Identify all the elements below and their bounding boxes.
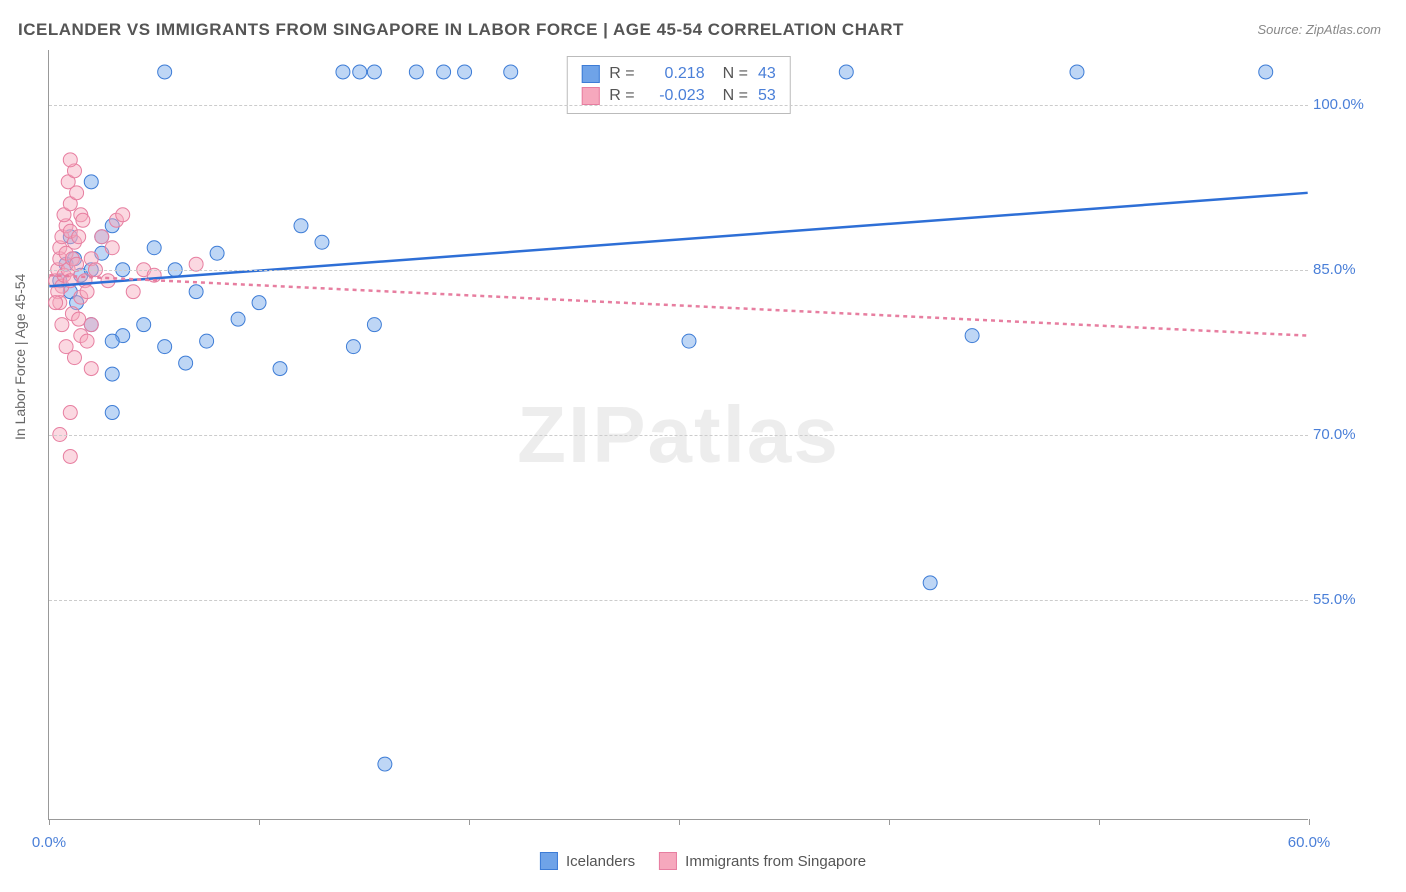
- scatter-point: [179, 356, 193, 370]
- x-tick: [679, 819, 680, 825]
- x-tick: [469, 819, 470, 825]
- scatter-point: [158, 65, 172, 79]
- scatter-point: [84, 318, 98, 332]
- chart-title: ICELANDER VS IMMIGRANTS FROM SINGAPORE I…: [18, 20, 904, 40]
- scatter-point: [231, 312, 245, 326]
- stats-r-label: R =: [609, 65, 634, 83]
- x-tick: [1309, 819, 1310, 825]
- x-tick: [259, 819, 260, 825]
- scatter-point: [95, 230, 109, 244]
- chart-container: ICELANDER VS IMMIGRANTS FROM SINGAPORE I…: [0, 0, 1406, 892]
- stats-row: R = -0.023 N = 53: [581, 85, 775, 107]
- scatter-point: [200, 334, 214, 348]
- scatter-point: [336, 65, 350, 79]
- y-tick-label: 55.0%: [1313, 591, 1393, 608]
- legend-swatch: [540, 852, 558, 870]
- stats-r-value: 0.218: [645, 65, 705, 83]
- scatter-point: [49, 296, 63, 310]
- scatter-point: [210, 246, 224, 260]
- scatter-point: [965, 329, 979, 343]
- scatter-point: [84, 175, 98, 189]
- scatter-point: [189, 285, 203, 299]
- stats-n-value: 43: [758, 65, 776, 83]
- legend-label: Icelanders: [566, 853, 635, 870]
- scatter-point: [147, 241, 161, 255]
- scatter-point: [84, 362, 98, 376]
- legend-item: Immigrants from Singapore: [659, 852, 866, 870]
- scatter-point: [1070, 65, 1084, 79]
- scatter-point: [72, 230, 86, 244]
- y-axis-label: In Labor Force | Age 45-54: [12, 274, 28, 440]
- legend-swatch: [659, 852, 677, 870]
- legend-swatch: [581, 65, 599, 83]
- scatter-point: [158, 340, 172, 354]
- grid-line: [49, 105, 1308, 106]
- legend-bottom: Icelanders Immigrants from Singapore: [540, 852, 866, 870]
- scatter-point: [273, 362, 287, 376]
- scatter-point: [105, 334, 119, 348]
- scatter-point: [682, 334, 696, 348]
- scatter-point: [72, 312, 86, 326]
- plot-area: ZIPatlas R =0.218N =43R =-0.023N =53 55.…: [48, 50, 1308, 820]
- scatter-point: [105, 367, 119, 381]
- scatter-point: [923, 576, 937, 590]
- scatter-point: [294, 219, 308, 233]
- scatter-point: [839, 65, 853, 79]
- scatter-point: [346, 340, 360, 354]
- scatter-point: [67, 351, 81, 365]
- scatter-point: [80, 285, 94, 299]
- legend-swatch: [581, 87, 599, 105]
- legend-item: Icelanders: [540, 852, 635, 870]
- scatter-point: [116, 208, 130, 222]
- scatter-point: [504, 65, 518, 79]
- scatter-point: [315, 235, 329, 249]
- y-tick-label: 70.0%: [1313, 426, 1393, 443]
- x-tick: [889, 819, 890, 825]
- scatter-point: [105, 406, 119, 420]
- stats-n-label: N =: [723, 65, 748, 83]
- x-tick: [1099, 819, 1100, 825]
- scatter-point: [378, 757, 392, 771]
- scatter-point: [137, 318, 151, 332]
- trend-line: [49, 193, 1307, 286]
- source-credit: Source: ZipAtlas.com: [1257, 22, 1381, 37]
- scatter-point: [353, 65, 367, 79]
- scatter-point: [80, 334, 94, 348]
- stats-r-value: -0.023: [645, 87, 705, 105]
- scatter-point: [409, 65, 423, 79]
- stats-r-label: R =: [609, 87, 634, 105]
- scatter-point: [437, 65, 451, 79]
- stats-n-label: N =: [723, 87, 748, 105]
- x-tick: [49, 819, 50, 825]
- scatter-point: [126, 285, 140, 299]
- x-tick-label: 60.0%: [1288, 834, 1331, 851]
- scatter-point: [1259, 65, 1273, 79]
- grid-line: [49, 600, 1308, 601]
- y-tick-label: 85.0%: [1313, 261, 1393, 278]
- scatter-point: [63, 449, 77, 463]
- stats-row: R = 0.218 N = 43: [581, 63, 775, 85]
- scatter-point: [63, 406, 77, 420]
- scatter-point: [70, 186, 84, 200]
- x-tick-label: 0.0%: [32, 834, 66, 851]
- scatter-point: [458, 65, 472, 79]
- scatter-point: [105, 241, 119, 255]
- scatter-point: [252, 296, 266, 310]
- grid-line: [49, 270, 1308, 271]
- y-tick-label: 100.0%: [1313, 96, 1393, 113]
- scatter-point: [55, 318, 69, 332]
- stats-n-value: 53: [758, 87, 776, 105]
- scatter-point: [76, 213, 90, 227]
- grid-line: [49, 435, 1308, 436]
- scatter-point: [367, 65, 381, 79]
- scatter-point: [63, 153, 77, 167]
- scatter-point: [367, 318, 381, 332]
- legend-label: Immigrants from Singapore: [685, 853, 866, 870]
